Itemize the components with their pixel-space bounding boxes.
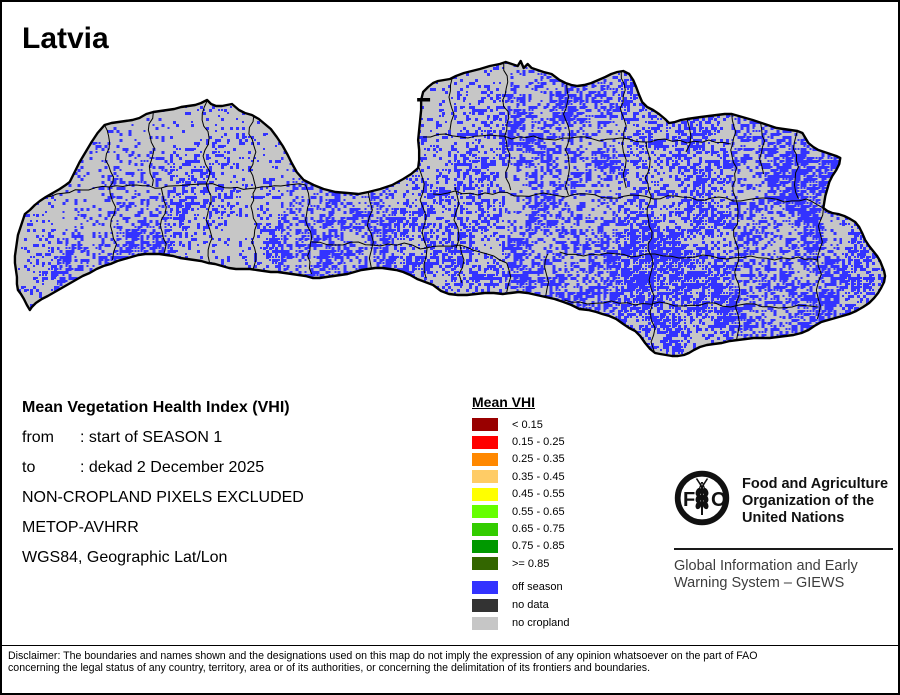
legend-swatch [472,539,498,553]
legend-row: off season [472,578,570,596]
page-title: Latvia [22,22,109,55]
legend-swatch [472,580,498,594]
legend-swatch [472,598,498,612]
info-to-row: to: dekad 2 December 2025 [22,459,265,476]
fao-logo-icon: F A O FIAT·PANIS [674,470,730,526]
legend-swatch [472,435,498,449]
legend-row: 0.15 - 0.25 [472,433,565,450]
legend-row: no data [472,596,570,614]
disclaimer-line2: concerning the legal status of any count… [8,661,651,674]
legend-row: >= 0.85 [472,555,565,572]
legend-swatch [472,452,498,466]
info-line-sensor: METOP-AVHRR [22,519,139,536]
legend-row: < 0.15 [472,416,565,433]
legend-swatch [472,487,498,501]
svg-text:F: F [683,489,695,511]
info-heading: Mean Vegetation Health Index (VHI) [22,399,290,416]
legend-swatch [472,616,498,630]
legend-row: 0.45 - 0.55 [472,486,565,503]
legend-row: 0.55 - 0.65 [472,503,565,520]
legend-row: 0.75 - 0.85 [472,538,565,555]
disclaimer-line1: Disclaimer: The boundaries and names sho… [8,650,758,662]
fao-divider [674,548,893,550]
legend-row: 0.35 - 0.45 [472,468,565,485]
legend-row: 0.25 - 0.35 [472,451,565,468]
info-line-noncropland: NON-CROPLAND PIXELS EXCLUDED [22,489,304,506]
legend-row: 0.65 - 0.75 [472,520,565,537]
disclaimer: Disclaimer: The boundaries and names sho… [2,645,898,693]
legend-swatch [472,418,498,432]
giews-label: Global Information and Early Warning Sys… [674,558,858,591]
svg-text:O: O [711,489,727,511]
vhi-legend: Mean VHI < 0.15 0.15 - 0.25 0.25 - 0.35 … [472,394,565,573]
legend-swatch [472,470,498,484]
legend-title: Mean VHI [472,394,536,410]
fao-name: Food and Agriculture Organization of the… [742,476,889,526]
legend-swatch [472,522,498,536]
legend-swatch [472,557,498,571]
info-line-projection: WGS84, Geographic Lat/Lon [22,549,228,566]
legend-row: no cropland [472,614,570,632]
legend-swatch [472,505,498,519]
fao-banner: F A O FIAT·PANIS Food and Agriculture Or… [674,470,888,527]
latvia-vhi-map [13,59,887,358]
info-from-row: from: start of SEASON 1 [22,429,223,446]
status-legend: off season no data no cropland [472,578,570,632]
map-info-block: Mean Vegetation Health Index (VHI) from:… [22,393,304,573]
